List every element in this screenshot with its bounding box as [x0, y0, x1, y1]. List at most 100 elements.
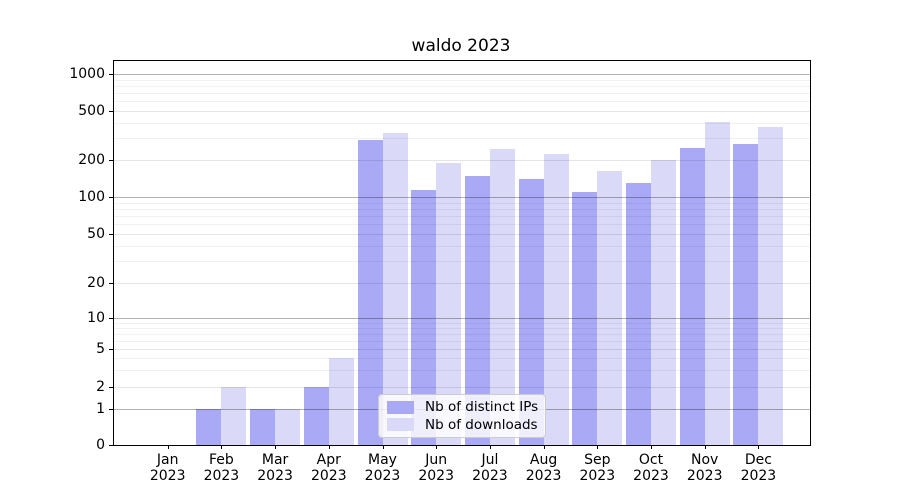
- x-label-year: 2023: [525, 468, 562, 484]
- legend-label-downloads: Nb of downloads: [425, 416, 538, 433]
- x-label-year: 2023: [579, 468, 616, 484]
- x-label-month: Mar: [261, 452, 289, 468]
- bar-distinct-ips-feb: [196, 409, 222, 445]
- x-label-month: Jan: [156, 452, 179, 468]
- gridline-minor: [114, 216, 810, 218]
- bar-distinct-ips-mar: [250, 409, 276, 445]
- gridline-minor: [114, 358, 810, 360]
- x-tickmark-jul: [489, 445, 491, 449]
- x-label-month: Dec: [744, 452, 772, 468]
- x-tickmark-nov: [704, 445, 706, 449]
- gridline-minor: [114, 327, 810, 329]
- x-tick-label-dec: Dec 2023: [723, 452, 793, 484]
- x-tick-label-mar: Mar 2023: [240, 452, 310, 484]
- y-tickmark-50: [109, 234, 113, 235]
- gridline-minor: [114, 322, 810, 324]
- y-tick-label-0: 0: [96, 437, 105, 453]
- gridline-minor: [114, 202, 810, 204]
- x-tickmark-jun: [436, 445, 438, 449]
- x-tick-label-aug: Aug 2023: [509, 452, 579, 484]
- x-tick-label-nov: Nov 2023: [670, 452, 740, 484]
- gridline-minor: [114, 138, 810, 140]
- y-tickmark-1: [109, 409, 113, 410]
- y-tickmark-500: [109, 111, 113, 112]
- y-tick-label-2: 2: [96, 379, 105, 395]
- bar-downloads-sep: [597, 171, 623, 445]
- gridline-50: [114, 234, 810, 235]
- x-label-year: 2023: [740, 468, 777, 484]
- y-tick-label-10: 10: [87, 310, 105, 326]
- gridline-minor: [114, 224, 810, 226]
- y-tickmark-200: [109, 160, 113, 161]
- x-label-year: 2023: [364, 468, 401, 484]
- gridline-minor: [114, 340, 810, 342]
- gridline-minor: [114, 93, 810, 95]
- x-label-month: Sep: [584, 452, 611, 468]
- x-label-month: May: [368, 452, 397, 468]
- x-tick-label-feb: Feb 2023: [186, 452, 256, 484]
- gridline-minor: [114, 333, 810, 335]
- y-tick-label-200: 200: [78, 152, 105, 168]
- bar-downloads-apr: [328, 358, 354, 445]
- legend-row-distinct-ips: Nb of distinct IPs: [387, 399, 539, 416]
- gridline-minor: [114, 85, 810, 87]
- gridline-minor: [114, 370, 810, 372]
- y-tickmark-1000: [109, 74, 113, 75]
- x-label-year: 2023: [149, 468, 186, 484]
- bar-downloads-aug: [543, 154, 569, 445]
- y-tick-label-100: 100: [78, 189, 105, 205]
- legend-row-downloads: Nb of downloads: [387, 416, 538, 433]
- gridline-5: [114, 349, 810, 350]
- bar-downloads-may: [382, 133, 408, 445]
- x-label-year: 2023: [633, 468, 669, 484]
- legend-swatch-downloads: [387, 418, 414, 432]
- y-tick-label-1000: 1000: [69, 66, 105, 82]
- x-tickmark-apr: [328, 445, 330, 449]
- bar-downloads-oct: [651, 160, 676, 445]
- x-label-month: Nov: [691, 452, 719, 468]
- gridline-10: [114, 318, 810, 319]
- x-tick-label-oct: Oct 2023: [616, 452, 686, 484]
- x-label-year: 2023: [472, 468, 508, 484]
- bar-distinct-ips-sep: [572, 191, 598, 445]
- bar-distinct-ips-dec: [733, 143, 759, 445]
- gridline-minor: [114, 208, 810, 210]
- legend: Nb of distinct IPs Nb of downloads: [378, 394, 546, 438]
- bar-downloads-dec: [758, 127, 784, 445]
- gridline-minor: [114, 261, 810, 263]
- x-label-year: 2023: [203, 468, 240, 484]
- x-tick-label-jul: Jul 2023: [455, 452, 525, 484]
- gridline-200: [114, 160, 810, 161]
- gridline-minor: [114, 245, 810, 247]
- gridline-1000: [114, 74, 810, 75]
- legend-label-distinct-ips: Nb of distinct IPs: [425, 399, 539, 416]
- x-label-year: 2023: [686, 468, 723, 484]
- x-tick-label-jun: Jun 2023: [401, 452, 471, 484]
- x-tickmark-mar: [275, 445, 277, 449]
- x-tickmark-feb: [221, 445, 223, 449]
- chart-title: waldo 2023: [411, 36, 511, 56]
- x-tickmark-dec: [758, 445, 760, 449]
- x-tickmark-aug: [543, 445, 545, 449]
- bar-distinct-ips-oct: [626, 183, 651, 445]
- x-tickmark-may: [382, 445, 384, 449]
- legend-swatch-distinct-ips: [387, 400, 414, 414]
- x-label-year: 2023: [310, 468, 347, 484]
- bar-downloads-mar: [275, 409, 301, 445]
- gridline-2: [114, 387, 810, 388]
- x-label-month: Oct: [638, 452, 664, 468]
- y-tick-label-5: 5: [96, 341, 105, 357]
- x-tick-label-sep: Sep 2023: [562, 452, 632, 484]
- y-tick-label-50: 50: [87, 226, 105, 242]
- gridline-minor: [114, 101, 810, 103]
- plot-area: 0 1 2 5 10 20 50 100 200 500 1000 Jan 2023 Feb 2023 Mar…: [69, 60, 811, 484]
- y-tick-label-500: 500: [78, 103, 105, 119]
- x-tickmark-jan: [167, 445, 169, 449]
- y-tickmark-0: [109, 445, 113, 446]
- bar-downloads-feb: [221, 387, 247, 445]
- bar-downloads-nov: [704, 122, 730, 445]
- gridline-20: [114, 283, 810, 284]
- y-tickmark-2: [109, 387, 113, 388]
- x-label-year: 2023: [418, 468, 454, 484]
- x-tickmark-oct: [651, 445, 652, 449]
